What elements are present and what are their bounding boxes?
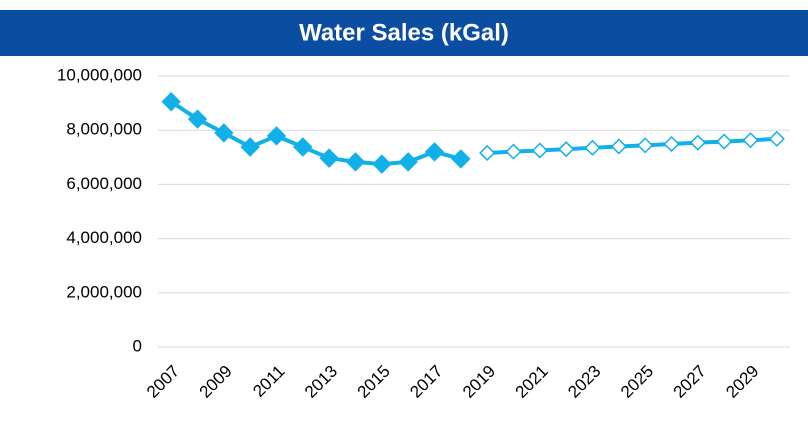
marker	[584, 139, 601, 156]
y-tick-label: 8,000,000	[66, 120, 142, 139]
y-tick-label: 6,000,000	[66, 174, 142, 193]
title-banner	[0, 10, 808, 56]
marker	[345, 152, 366, 172]
y-tick-label: 0	[133, 336, 142, 355]
x-tick-label: 2013	[301, 362, 341, 402]
chart-title: Water Sales (kGal)	[299, 19, 509, 46]
marker	[451, 149, 471, 169]
marker	[372, 154, 392, 174]
marker	[558, 141, 575, 158]
x-tick-label: 2019	[459, 362, 499, 402]
x-tick-label: 2017	[406, 362, 446, 402]
marker	[266, 126, 287, 146]
x-tick-label: 2011	[249, 362, 288, 401]
marker	[424, 142, 445, 162]
x-tick-label: 2025	[617, 362, 657, 402]
marker	[531, 142, 548, 159]
marker	[689, 134, 706, 151]
marker	[637, 137, 654, 154]
marker	[742, 132, 759, 149]
x-tick-label: 2015	[354, 362, 394, 402]
marker	[214, 123, 234, 143]
marker	[240, 137, 260, 157]
marker	[768, 130, 785, 147]
x-tick-label: 2009	[196, 362, 236, 402]
marker	[505, 143, 522, 160]
marker	[716, 133, 733, 150]
y-tick-label: 4,000,000	[66, 228, 142, 247]
series-line	[487, 136, 777, 155]
y-tick-label: 2,000,000	[66, 282, 142, 301]
marker	[663, 135, 680, 153]
x-tick-label: 2027	[670, 362, 710, 402]
marker	[610, 138, 627, 155]
marker	[398, 152, 418, 172]
x-tick-label: 2021	[512, 362, 552, 402]
marker	[161, 92, 181, 112]
marker	[187, 109, 208, 129]
marker	[319, 148, 339, 168]
x-tick-label: 2023	[564, 362, 604, 402]
x-tick-label: 2007	[143, 362, 183, 402]
y-tick-label: 10,000,000	[57, 65, 142, 84]
marker	[293, 137, 313, 157]
x-tick-label: 2029	[722, 362, 762, 402]
marker	[479, 144, 496, 162]
